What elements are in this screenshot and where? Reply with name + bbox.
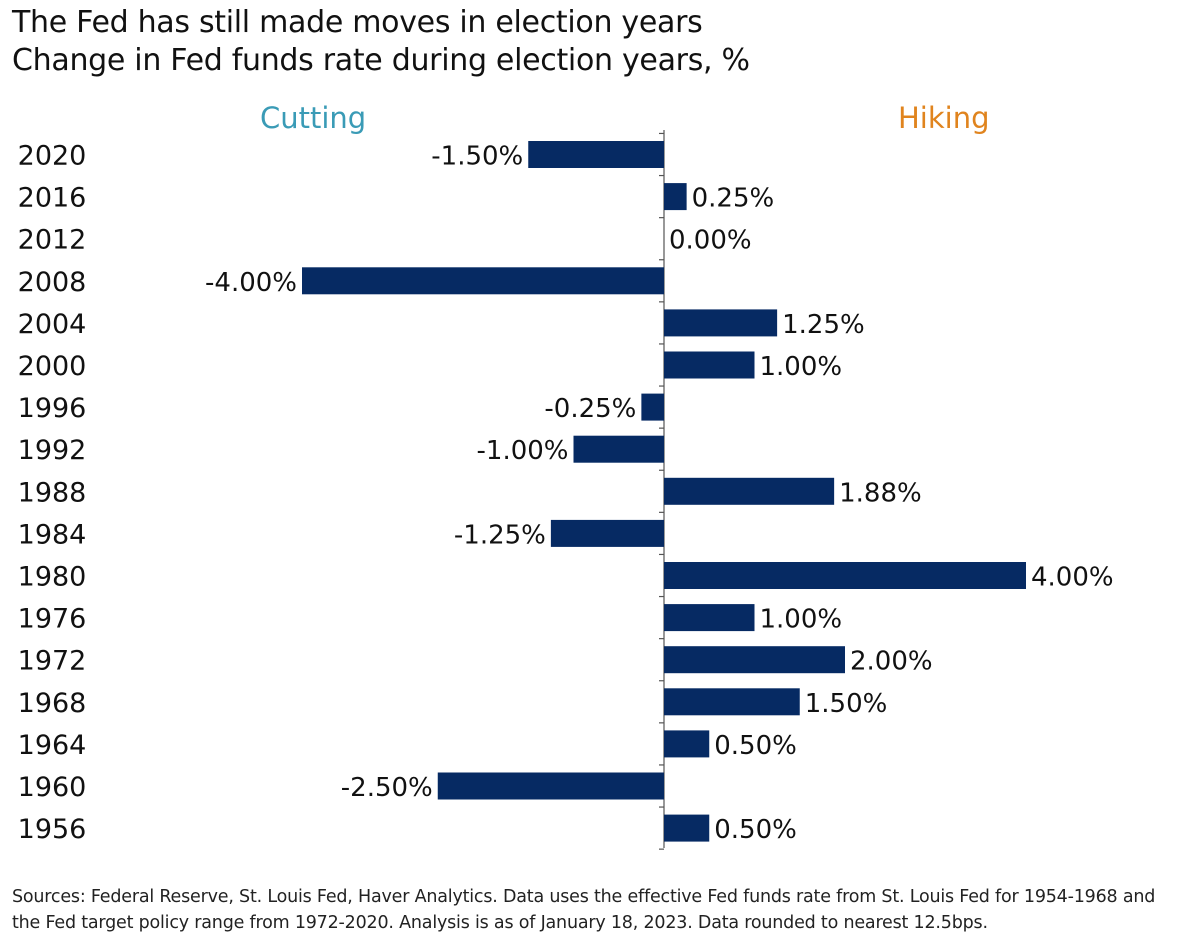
data-label: -1.00% xyxy=(477,436,569,466)
chart-subtitle: Change in Fed funds rate during election… xyxy=(12,43,750,78)
bar xyxy=(641,393,664,421)
bar xyxy=(302,267,664,295)
category-label: 2004 xyxy=(18,309,87,340)
data-label: 1.00% xyxy=(760,352,843,382)
data-label: -1.25% xyxy=(454,520,546,550)
bar xyxy=(550,519,664,547)
category-label: 2020 xyxy=(18,141,87,172)
source-note: Sources: Federal Reserve, St. Louis Fed,… xyxy=(12,887,1156,933)
bar-chart: 2020 -1.50% 2016 0.25% 2012 0.00% 2008 -4.00% 20… xyxy=(18,130,1114,850)
category-label: 2008 xyxy=(18,267,87,298)
data-label: 0.50% xyxy=(714,731,797,761)
hiking-label: Hiking xyxy=(898,101,990,135)
bar xyxy=(664,604,755,632)
category-label: 1976 xyxy=(18,604,87,635)
data-label: 1.88% xyxy=(839,478,922,508)
bar xyxy=(664,183,687,211)
category-label: 1996 xyxy=(18,393,87,424)
bar xyxy=(664,688,800,716)
bar xyxy=(664,646,845,674)
data-label: -4.00% xyxy=(205,268,297,298)
bar xyxy=(664,730,710,758)
bar xyxy=(664,477,835,505)
category-label: 1960 xyxy=(18,772,87,803)
category-label: 2012 xyxy=(18,225,87,256)
category-label: 2016 xyxy=(18,183,87,214)
data-label: 0.25% xyxy=(692,184,775,214)
data-label: 4.00% xyxy=(1031,563,1114,593)
bar xyxy=(664,351,755,379)
cutting-label: Cutting xyxy=(260,101,367,135)
category-label: 1988 xyxy=(18,477,87,508)
chart-title-block: The Fed has still made moves in election… xyxy=(12,4,750,80)
data-label: 0.00% xyxy=(669,226,752,256)
data-label: 1.50% xyxy=(805,689,888,719)
bar xyxy=(664,562,1026,589)
bar xyxy=(664,814,710,842)
data-label: 1.00% xyxy=(760,605,843,635)
category-label: 1992 xyxy=(18,435,87,466)
chart-title: The Fed has still made moves in election… xyxy=(12,5,703,40)
category-label: 1968 xyxy=(18,688,87,719)
category-label: 1972 xyxy=(18,646,87,677)
data-label: -1.50% xyxy=(431,142,523,172)
bar xyxy=(573,435,664,463)
bar xyxy=(664,309,778,337)
bar xyxy=(437,772,664,800)
category-label: 1980 xyxy=(18,562,87,593)
bar xyxy=(528,141,664,168)
data-label: -0.25% xyxy=(544,394,636,424)
data-label: -2.50% xyxy=(341,773,433,803)
category-label: 1984 xyxy=(18,519,87,550)
data-label: 0.50% xyxy=(714,815,797,845)
data-label: 1.25% xyxy=(782,310,865,340)
category-label: 1956 xyxy=(18,814,87,845)
data-label: 2.00% xyxy=(850,647,933,677)
category-label: 2000 xyxy=(18,351,87,382)
category-label: 1964 xyxy=(18,730,87,761)
